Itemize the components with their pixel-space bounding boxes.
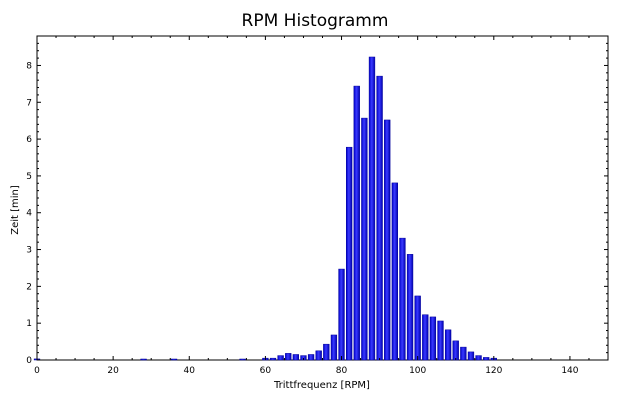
histogram-bar xyxy=(452,340,459,361)
histogram-bar xyxy=(361,117,368,361)
x-axis-label: Trittfrequenz [RPM] xyxy=(273,380,370,391)
histogram-bar xyxy=(422,314,429,361)
ticks-layer: 0 20 40 60 80 100 120 140 0 1 2 3 4 5 6 7 8 xyxy=(26,35,609,376)
y-tick-label: 1 xyxy=(26,319,32,329)
histogram-bar xyxy=(292,354,300,361)
histogram-bar xyxy=(391,182,398,361)
y-tick-label: 5 xyxy=(26,172,32,182)
y-tick-label: 3 xyxy=(26,246,32,256)
histogram-bar xyxy=(140,358,147,361)
histogram-bar xyxy=(346,146,353,361)
x-tick-label: 40 xyxy=(184,366,196,376)
y-tick-label: 4 xyxy=(26,209,32,219)
histogram-bar xyxy=(285,353,292,361)
histogram-bar xyxy=(399,237,406,361)
x-tick-label: 100 xyxy=(409,366,426,376)
histogram-bar xyxy=(323,343,330,361)
x-tick-label: 140 xyxy=(561,366,578,376)
histogram-bar xyxy=(239,358,246,361)
x-tick-label: 60 xyxy=(260,366,272,376)
bars-layer xyxy=(33,56,497,361)
y-axis-label: Zeit [min] xyxy=(10,185,21,235)
chart-title: RPM Histogramm xyxy=(242,11,389,31)
x-tick-label: 120 xyxy=(485,366,502,376)
x-tick-label: 80 xyxy=(336,366,348,376)
histogram-bar xyxy=(467,351,475,361)
histogram-bar xyxy=(460,346,467,361)
histogram-bar xyxy=(368,56,376,361)
y-tick-label: 0 xyxy=(26,356,32,366)
histogram-bar xyxy=(338,268,345,361)
histogram-bar xyxy=(376,75,383,361)
y-tick-label: 7 xyxy=(26,98,32,108)
histogram-bar xyxy=(414,295,421,361)
histogram-bar xyxy=(437,320,444,361)
histogram-bar xyxy=(269,357,277,361)
y-tick-label: 2 xyxy=(26,282,32,292)
histogram-bar xyxy=(384,119,391,361)
y-tick-label: 8 xyxy=(26,61,32,71)
histogram-bar xyxy=(406,254,414,361)
y-tick-label: 6 xyxy=(26,135,32,145)
histogram-bar xyxy=(307,354,315,361)
histogram-bar xyxy=(429,316,437,361)
histogram-bar xyxy=(444,329,452,361)
histogram-bar xyxy=(330,334,338,361)
plot-frame xyxy=(36,35,609,361)
histogram-bar xyxy=(170,358,178,361)
x-tick-label: 20 xyxy=(107,366,119,376)
histogram-bar xyxy=(315,350,322,361)
histogram-bar xyxy=(353,85,360,361)
x-tick-label: 0 xyxy=(34,366,40,376)
histogram-bar xyxy=(277,355,284,361)
histogram-bar xyxy=(483,357,490,361)
histogram-bar xyxy=(475,355,482,361)
